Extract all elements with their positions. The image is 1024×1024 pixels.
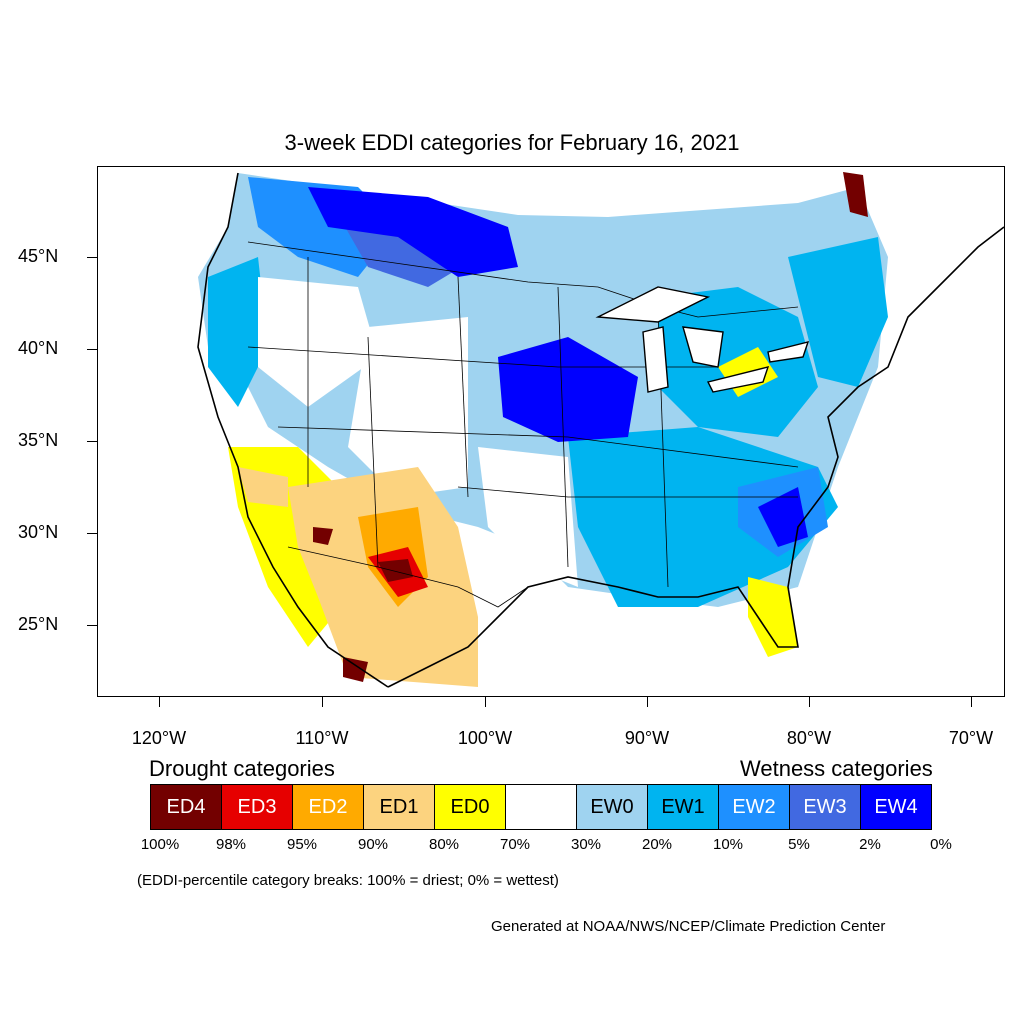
legend-label: EW2 (732, 795, 776, 818)
percentile-break: 10% (712, 836, 744, 853)
legend-box-ed4: ED4 (150, 784, 222, 830)
lat-tick (87, 533, 97, 534)
legend-box-ew0: EW0 (576, 784, 648, 830)
ed4-region-sonora (313, 527, 333, 545)
legend-box-ew2: EW2 (718, 784, 790, 830)
ed4-region-quebec (843, 172, 868, 217)
lon-label: 70°W (948, 728, 994, 748)
legend-box-ed0: ED0 (434, 784, 506, 830)
lake-michigan (642, 326, 669, 393)
lat-label: 30°N (18, 522, 59, 542)
lat-label: 40°N (18, 338, 59, 358)
percentile-break: 80% (428, 836, 460, 853)
legend-box-ed2: ED2 (292, 784, 364, 830)
legend-label: ED0 (450, 795, 490, 818)
lat-tick (87, 441, 97, 442)
lon-label: 110°W (295, 728, 349, 748)
percentile-break: 70% (499, 836, 531, 853)
lat-label: 45°N (18, 246, 59, 266)
legend-label: ED3 (237, 795, 277, 818)
neutral-region-southwest (348, 317, 468, 497)
credit-line: Generated at NOAA/NWS/NCEP/Climate Predi… (491, 918, 886, 935)
ed4-region-chihuahua (378, 559, 413, 582)
lon-tick (322, 697, 323, 707)
us-canada-border (247, 241, 799, 318)
percentile-break: 2% (859, 836, 881, 853)
ew4-region-north (308, 187, 518, 277)
neutral-region-texas (478, 447, 578, 587)
legend-label: EW3 (803, 795, 847, 818)
lat-label: 35°N (18, 430, 59, 450)
map-title: 3-week EDDI categories for February 16, … (284, 130, 740, 155)
percentile-break: 90% (357, 836, 389, 853)
legend-label: EW0 (590, 795, 634, 818)
ed4-region-sinaloa (343, 657, 368, 682)
category-breaks-note: (EDDI-percentile category breaks: 100% =… (137, 872, 559, 889)
eddi-map (97, 166, 1005, 697)
percentile-break: 5% (788, 836, 810, 853)
legend-box-ew4: EW4 (860, 784, 932, 830)
legend-label: ED4 (166, 795, 206, 818)
us-mexico-border (287, 546, 529, 608)
ew1-region-northeast (788, 237, 888, 387)
border-line-3 (457, 276, 469, 498)
lon-tick (971, 697, 972, 707)
percentile-break: 100% (140, 836, 180, 853)
ew1-region-southeast (568, 427, 838, 607)
lon-label: 120°W (131, 728, 187, 748)
lat-tick (87, 625, 97, 626)
ed1-region-california (238, 467, 288, 507)
lake-superior (595, 286, 711, 323)
legend-label: ED2 (308, 795, 348, 818)
lon-label: 100°W (457, 728, 513, 748)
percentile-break: 20% (641, 836, 673, 853)
ew4-region-southcarolina (758, 487, 808, 547)
legend-label: EW4 (874, 795, 918, 818)
category-legend: ED4 ED3 ED2 ED1 ED0 EW0 EW1 EW2 EW3 EW4 (150, 784, 932, 830)
lat-label: 25°N (18, 614, 59, 634)
lon-tick (809, 697, 810, 707)
great-lakes (595, 286, 810, 393)
legend-label: EW1 (661, 795, 705, 818)
ew4-region-plains (498, 337, 638, 442)
border-line-2 (367, 336, 379, 568)
border-line-8 (457, 486, 798, 498)
atlantic-gulf-coastline (387, 226, 1004, 688)
lat-tick (87, 257, 97, 258)
conus-map (197, 172, 1004, 688)
legend-box-neutral (505, 784, 577, 830)
border-line-4 (557, 286, 569, 568)
legend-box-ew3: EW3 (789, 784, 861, 830)
lake-ontario (767, 341, 810, 363)
wetness-categories-title: Wetness categories (740, 756, 933, 781)
border-line-7 (277, 426, 799, 468)
lat-tick (87, 349, 97, 350)
ed0-region-florida (748, 577, 798, 657)
category-regions (198, 172, 888, 687)
pacific-coastline (197, 172, 389, 688)
lon-tick (485, 697, 486, 707)
neutral-region-greatbasin (258, 277, 378, 407)
legend-box-ed3: ED3 (221, 784, 293, 830)
legend-label: ED1 (379, 795, 419, 818)
legend-box-ew1: EW1 (647, 784, 719, 830)
lon-tick (647, 697, 648, 707)
lon-label: 80°W (786, 728, 832, 748)
percentile-break: 98% (215, 836, 247, 853)
percentile-break: 95% (286, 836, 318, 853)
lon-tick (159, 697, 160, 707)
drought-categories-title: Drought categories (149, 756, 335, 781)
lake-huron (682, 326, 724, 368)
percentile-break: 30% (570, 836, 602, 853)
lake-erie (706, 366, 770, 393)
legend-box-ed1: ED1 (363, 784, 435, 830)
ew1-region-westcoast (208, 257, 268, 407)
lon-label: 90°W (624, 728, 670, 748)
coastlines (197, 172, 1004, 688)
percentile-break: 0% (930, 836, 952, 853)
